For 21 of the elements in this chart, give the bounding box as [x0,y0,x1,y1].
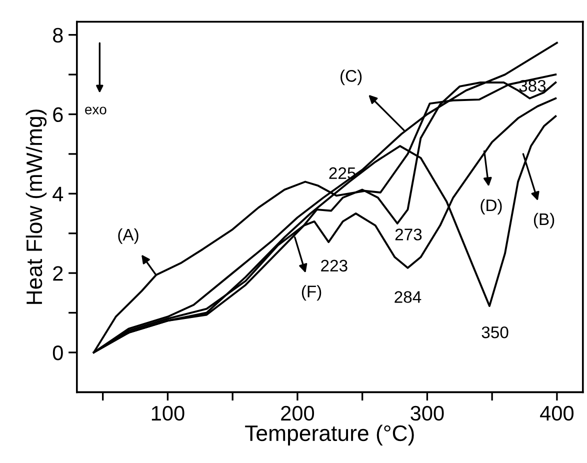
annotation: 223 [321,260,348,272]
y-tick-label: 4 [52,186,64,202]
annotation: (B) [534,212,554,228]
annotation: 284 [394,291,422,303]
annotation: 273 [395,228,422,240]
y-tick-label: 6 [53,107,63,122]
x-tick-label: 200 [281,406,314,421]
annotation: exo [85,106,106,114]
x-tick-label: 300 [410,406,444,421]
annotation: (A) [118,228,138,244]
x-axis-title: Temperature (°C) [245,424,414,446]
y-tick-label: 2 [53,266,63,281]
y-tick-label: 0 [52,345,63,360]
annotation: (D) [480,198,502,214]
y-tick-label: 8 [53,28,63,43]
x-tick-label: 100 [152,406,184,421]
annotation: (C) [340,70,362,86]
annotation: 350 [482,326,508,338]
y-axis-title: Heat Flow (mW/mg) [26,110,47,304]
x-tick-label: 400 [540,406,574,421]
annotation: (F) [302,285,322,301]
